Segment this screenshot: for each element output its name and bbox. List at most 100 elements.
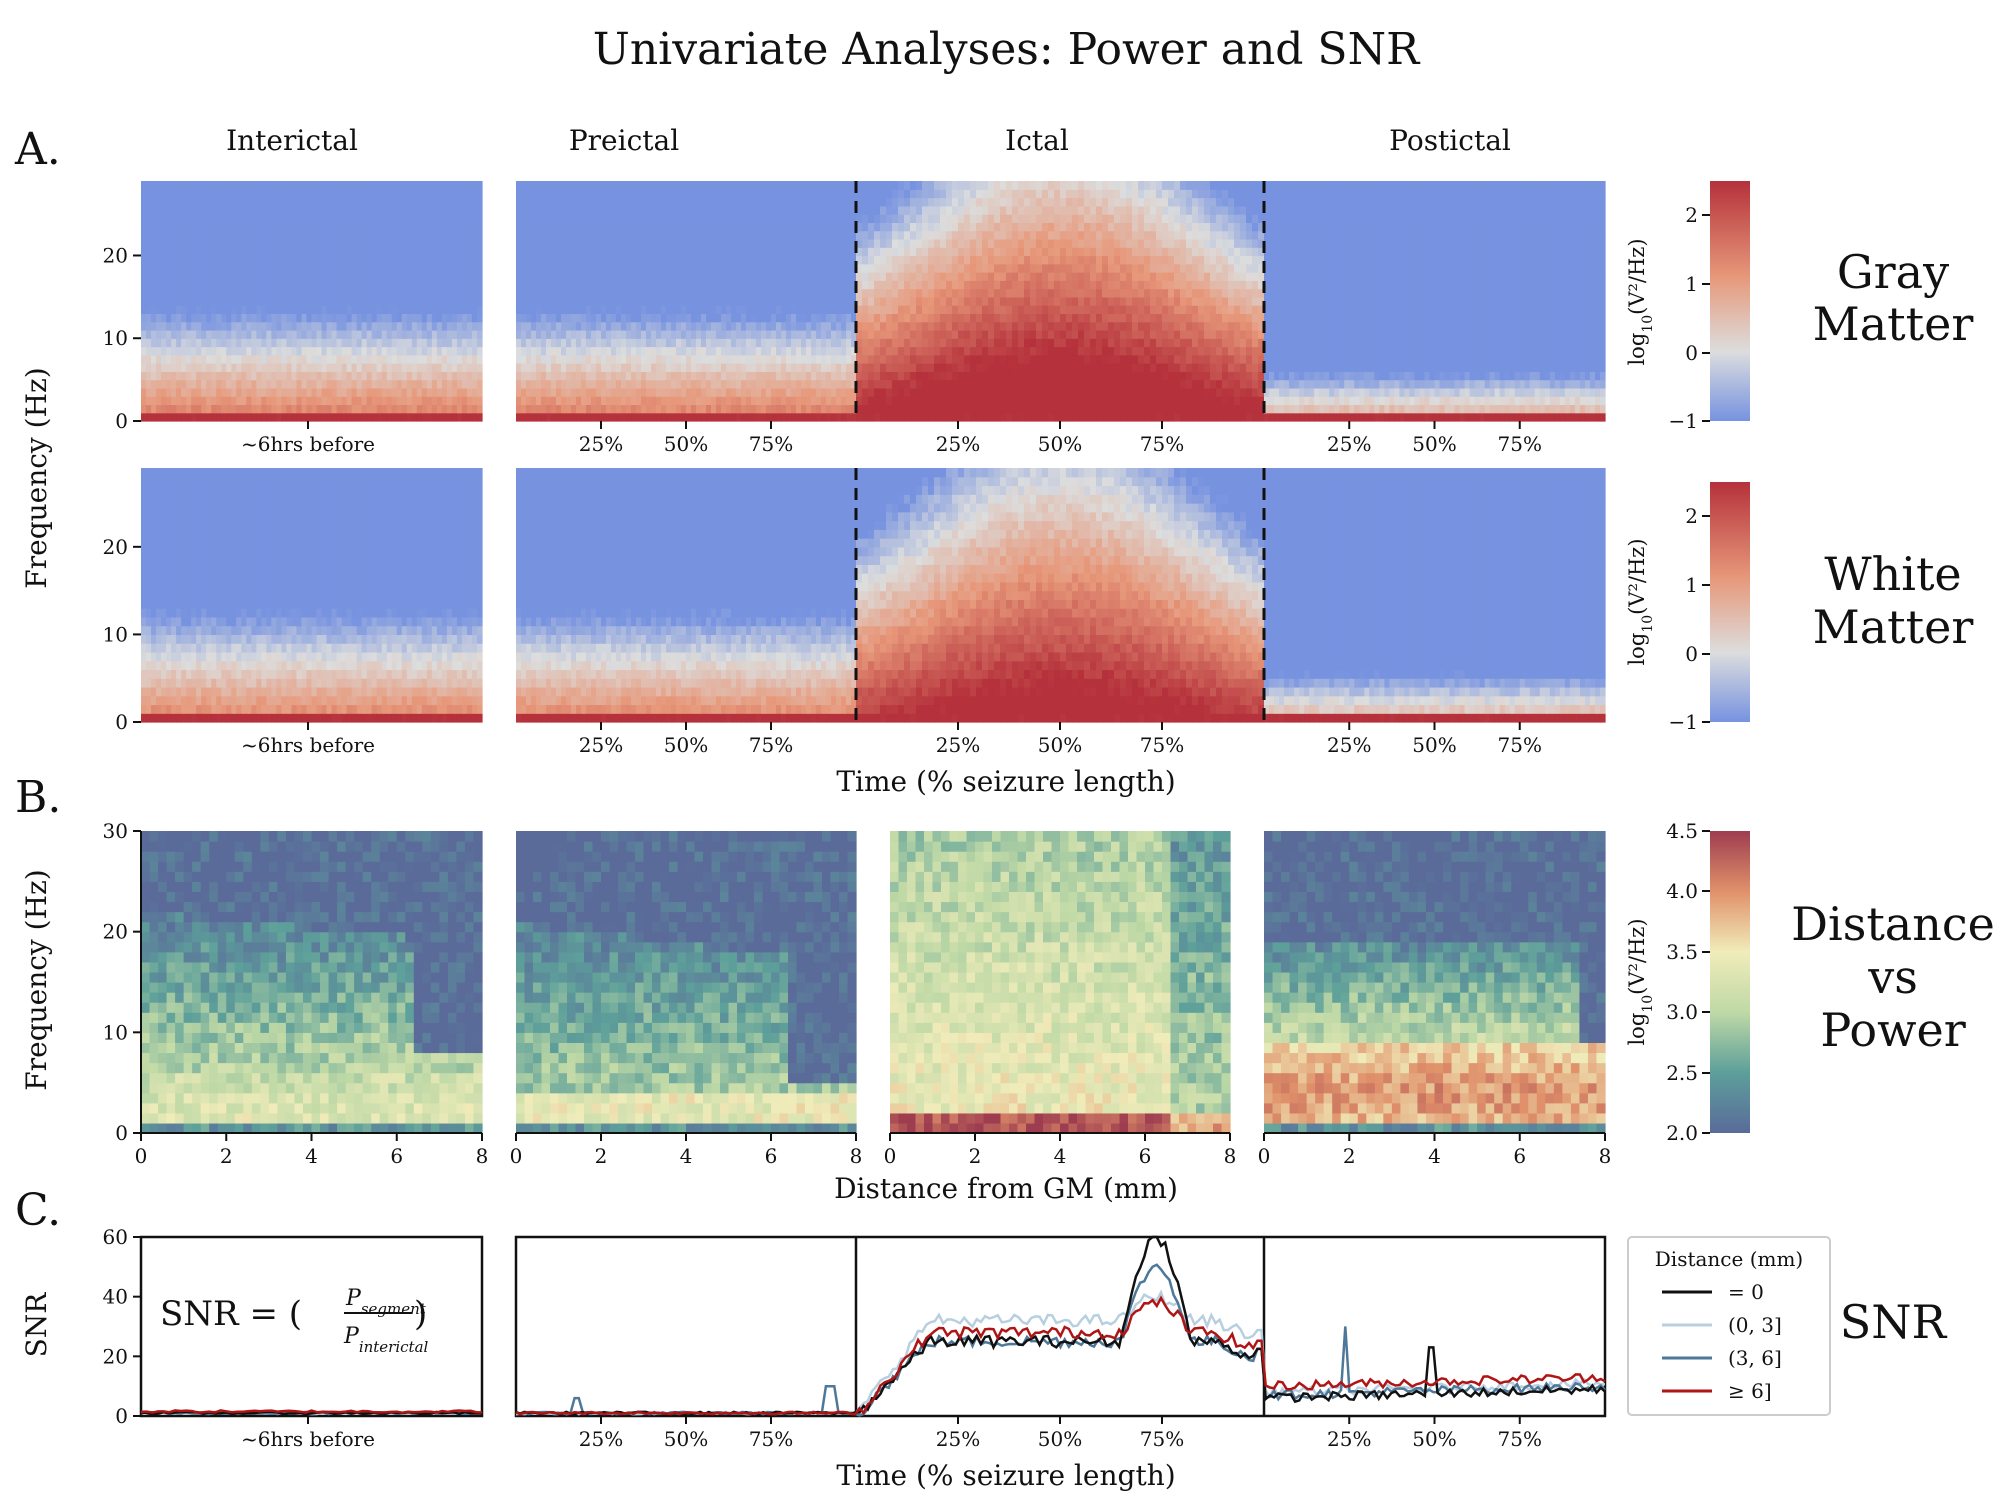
gray-matter-cell [391,238,398,248]
gray-matter-cell [928,305,935,315]
gray-matter-cell [934,263,941,273]
gray-matter-cell [306,396,313,406]
gray-matter-cell [686,280,692,290]
gray-matter-cell [1048,363,1055,372]
gray-matter-cell [566,230,572,240]
gray-matter-cell [341,396,348,406]
gray-matter-cell [1048,338,1055,348]
gray-matter-cell [940,313,947,323]
gray-matter-cell [541,305,547,315]
gray-matter-cell [636,238,642,248]
gray-matter-cell [841,263,847,273]
gray-matter-cell [191,222,197,232]
gray-matter-cell [231,222,237,232]
gray-matter-cell [1030,272,1037,281]
gray-matter-cell [771,255,777,265]
gray-matter-cell [226,371,232,381]
gray-matter-cell [176,181,182,190]
gray-matter-cell [416,338,423,348]
gray-matter-cell [166,412,172,422]
gray-matter-cell [851,387,857,397]
gray-matter-cell [711,263,717,273]
gray-matter-cell [621,354,627,364]
gray-matter-cell [396,272,403,281]
gray-matter-cell [910,296,917,306]
gray-matter-cell [706,214,712,223]
gray-matter-cell [776,247,782,257]
gray-matter-cell [251,346,257,356]
gray-matter-cell [916,247,923,257]
gray-matter-cell [946,321,953,331]
gray-matter-cell [691,247,697,257]
gray-matter-cell [631,412,637,422]
gray-matter-cell [161,205,167,215]
gray-matter-cell [316,214,323,223]
gray-matter-cell [1042,181,1049,190]
gray-matter-cell [306,321,313,331]
gray-matter-cell [940,238,947,248]
gray-matter-cell [391,313,398,323]
gray-matter-cell [776,379,782,389]
gray-matter-cell [401,363,408,372]
gray-matter-cell [421,363,428,372]
gray-matter-cell [831,238,837,248]
gray-matter-cell [982,197,989,207]
gray-matter-cell [206,329,212,339]
gray-matter-cell [426,247,433,257]
gray-matter-cell [296,280,303,290]
gray-matter-cell [761,181,767,190]
gray-matter-cell [271,354,277,364]
gray-matter-cell [661,263,667,273]
gray-matter-cell [721,379,727,389]
gray-matter-cell [256,280,262,290]
gray-matter-cell [1006,354,1013,364]
gray-matter-cell [892,313,899,323]
gray-matter-cell [666,280,672,290]
gray-matter-cell [366,338,373,348]
gray-matter-cell [456,371,463,381]
gray-matter-cell [1054,255,1061,265]
gray-matter-cell [466,222,473,232]
gray-matter-cell [381,412,388,422]
gray-matter-cell [436,222,443,232]
gray-matter-cell [206,412,212,422]
gray-matter-cell [416,288,423,298]
gray-matter-cell [176,238,182,248]
gray-matter-cell [796,412,802,422]
gray-matter-cell [916,321,923,331]
gray-matter-cell [751,354,757,364]
gray-matter-cell [646,205,652,215]
gray-matter-cell [331,214,338,223]
gray-matter-cell [826,214,832,223]
gray-matter-cell [536,321,542,331]
gray-matter-cell [621,412,627,422]
gray-matter-cell [286,371,293,381]
gray-matter-cell [656,197,662,207]
gray-matter-cell [922,189,929,199]
gray-matter-cell [396,412,403,422]
gray-matter-cell [982,305,989,315]
gray-matter-cell [776,387,782,397]
gray-matter-cell [726,230,732,240]
gray-matter-cell [661,280,667,290]
gray-matter-cell [226,321,232,331]
gray-matter-cell [776,280,782,290]
gray-matter-cell [898,272,905,281]
gray-matter-cell [741,214,747,223]
gray-matter-cell [591,296,597,306]
gray-matter-cell [641,346,647,356]
gray-matter-cell [892,189,899,199]
gray-matter-cell [216,296,222,306]
gray-matter-cell [910,363,917,372]
gray-matter-cell [526,363,532,372]
gray-matter-cell [994,288,1001,298]
gray-matter-cell [161,189,167,199]
gray-matter-cell [922,255,929,265]
gray-matter-cell [256,255,262,265]
gray-matter-cell [171,272,177,281]
gray-matter-cell [726,338,732,348]
gray-matter-cell [766,412,772,422]
gray-matter-cell [626,396,632,406]
gray-matter-cell [231,338,237,348]
gray-matter-cell [631,205,637,215]
